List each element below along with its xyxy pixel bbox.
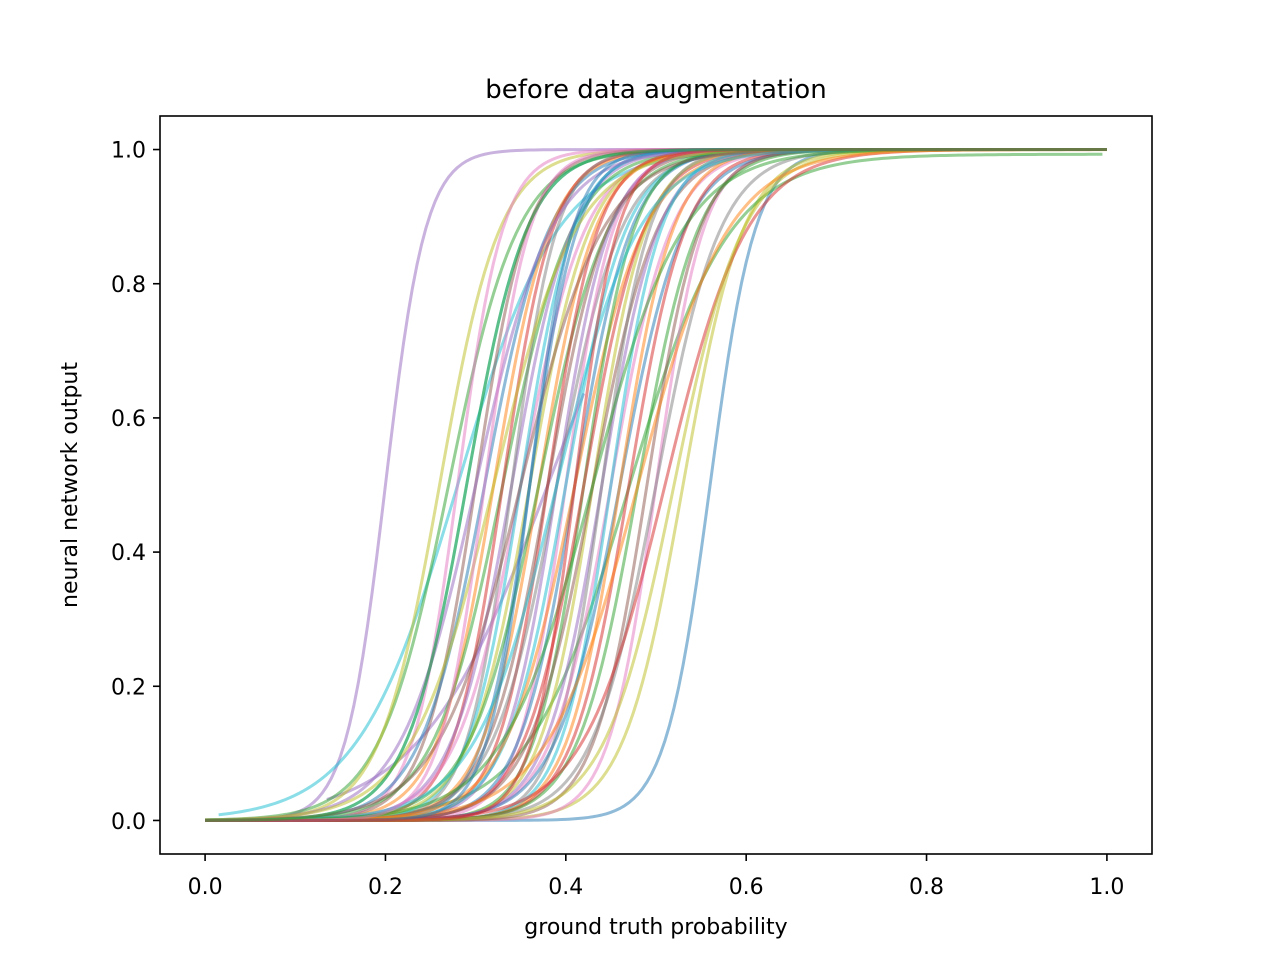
- y-axis-label: neural network output: [58, 362, 83, 608]
- y-tick-label: 1.0: [111, 139, 146, 164]
- x-tick-label: 1.0: [1089, 875, 1124, 900]
- y-tick-label: 0.2: [111, 675, 146, 700]
- chart-title: before data augmentation: [485, 75, 826, 105]
- y-tick-label: 0.0: [111, 810, 146, 835]
- y-tick-label: 0.6: [111, 407, 146, 432]
- x-tick-label: 0.8: [909, 875, 944, 900]
- x-axis-label: ground truth probability: [524, 915, 787, 940]
- series-line-57: [205, 148, 1107, 822]
- series-layer: [205, 148, 1107, 822]
- y-tick-label: 0.8: [111, 273, 146, 298]
- plot-frame: [159, 115, 1153, 855]
- y-axis: 0.0 0.2 0.4 0.6 0.8 1.0: [111, 139, 160, 835]
- x-tick-label: 0.6: [729, 875, 764, 900]
- x-tick-label: 0.0: [188, 875, 223, 900]
- x-axis: 0.0 0.2 0.4 0.6 0.8 1.0: [188, 854, 1124, 900]
- x-tick-label: 0.4: [548, 875, 583, 900]
- y-tick-label: 0.4: [111, 541, 146, 566]
- x-tick-label: 0.2: [368, 875, 403, 900]
